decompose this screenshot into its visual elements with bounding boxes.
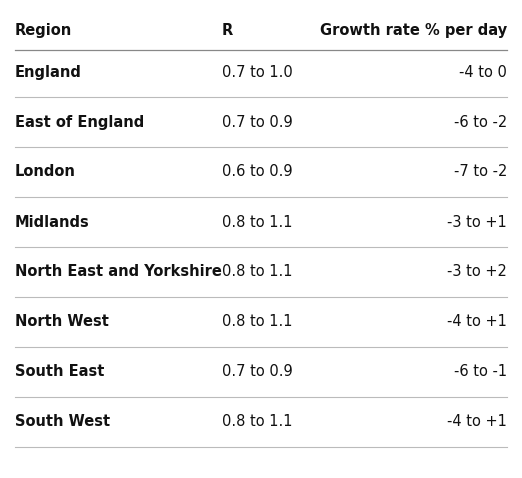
Text: Region: Region	[15, 22, 72, 37]
Text: Midlands: Midlands	[15, 215, 90, 229]
Text: R: R	[222, 22, 233, 37]
Text: 0.7 to 1.0: 0.7 to 1.0	[222, 65, 293, 79]
Text: -3 to +1: -3 to +1	[447, 215, 507, 229]
Text: South West: South West	[15, 414, 110, 430]
Text: -6 to -2: -6 to -2	[454, 115, 507, 130]
Text: 0.8 to 1.1: 0.8 to 1.1	[222, 315, 292, 329]
Text: 0.8 to 1.1: 0.8 to 1.1	[222, 264, 292, 280]
Text: North East and Yorkshire: North East and Yorkshire	[15, 264, 222, 280]
Text: -4 to 0: -4 to 0	[459, 65, 507, 79]
Text: -3 to +2: -3 to +2	[447, 264, 507, 280]
Text: 0.7 to 0.9: 0.7 to 0.9	[222, 115, 293, 130]
Text: Growth rate % per day: Growth rate % per day	[320, 22, 507, 37]
Text: South East: South East	[15, 365, 104, 380]
Text: -7 to -2: -7 to -2	[454, 164, 507, 180]
Text: England: England	[15, 65, 82, 79]
Text: -4 to +1: -4 to +1	[447, 315, 507, 329]
Text: 0.7 to 0.9: 0.7 to 0.9	[222, 365, 293, 380]
Text: North West: North West	[15, 315, 109, 329]
Text: London: London	[15, 164, 76, 180]
Text: -6 to -1: -6 to -1	[454, 365, 507, 380]
Text: 0.8 to 1.1: 0.8 to 1.1	[222, 414, 292, 430]
Text: East of England: East of England	[15, 115, 144, 130]
Text: -4 to +1: -4 to +1	[447, 414, 507, 430]
Text: 0.8 to 1.1: 0.8 to 1.1	[222, 215, 292, 229]
Text: 0.6 to 0.9: 0.6 to 0.9	[222, 164, 293, 180]
